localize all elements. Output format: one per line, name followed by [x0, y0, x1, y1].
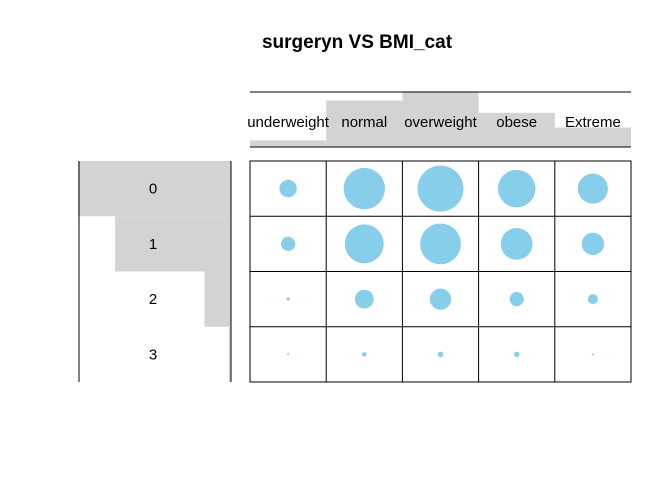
- balloon: [429, 288, 452, 310]
- row-total-bar: [229, 326, 231, 382]
- chart-title: surgeryn VS BMI_cat: [262, 32, 453, 53]
- row-label: 0: [149, 181, 157, 198]
- balloon: [279, 179, 297, 198]
- balloon: [281, 236, 296, 251]
- balloon: [581, 232, 605, 256]
- row-labels: 0 1 2 3: [149, 181, 157, 364]
- row-total-bar: [78, 161, 231, 217]
- column-label: overweight: [404, 114, 477, 131]
- balloon: [343, 167, 385, 210]
- balloon: [420, 223, 461, 265]
- balloon: [509, 292, 524, 307]
- balloon: [577, 173, 608, 204]
- balloon: [437, 351, 444, 358]
- balloon: [587, 294, 598, 305]
- column-total-bar: [554, 127, 631, 147]
- row-total-bar: [204, 271, 231, 327]
- column-total-bar: [402, 92, 479, 147]
- balloon: [362, 352, 367, 357]
- balloon: [497, 169, 536, 208]
- balloon: [354, 289, 374, 309]
- row-label: 2: [149, 291, 157, 308]
- balloon: [513, 351, 520, 358]
- column-label: obese: [496, 114, 537, 131]
- balloon: [286, 297, 290, 301]
- column-total-bar: [326, 100, 403, 147]
- column-total-bar: [250, 140, 327, 147]
- balloon: [591, 353, 594, 356]
- column-label: underweight: [247, 114, 330, 131]
- balloons: [279, 165, 608, 358]
- column-label: Extreme: [565, 114, 621, 131]
- row-total-bar: [115, 216, 231, 272]
- balloon: [287, 353, 290, 356]
- column-labels: underweight normal overweight obese Extreme: [247, 114, 621, 131]
- balloon: [344, 224, 384, 264]
- row-label: 3: [149, 346, 157, 363]
- column-marginal-bars: [250, 92, 631, 147]
- column-label: normal: [341, 114, 387, 131]
- grid-lines: [78, 91, 632, 383]
- balloon: [500, 228, 533, 260]
- row-label: 1: [149, 236, 157, 253]
- row-marginal-bars: [78, 161, 231, 382]
- balloon: [417, 165, 464, 212]
- column-total-bar: [478, 112, 555, 147]
